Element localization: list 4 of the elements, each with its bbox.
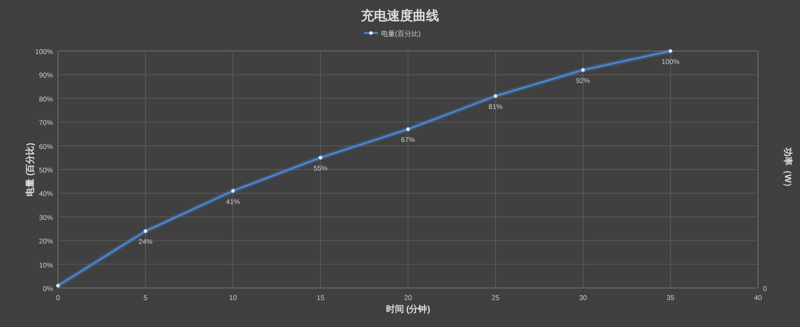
y2-axis-title: 功率（W）	[783, 146, 793, 192]
chart-title: 充电速度曲线	[360, 8, 439, 23]
x-axis-title: 时间 (分钟)	[386, 304, 430, 314]
y-axis-title: 电量 (百分比)	[25, 142, 35, 196]
